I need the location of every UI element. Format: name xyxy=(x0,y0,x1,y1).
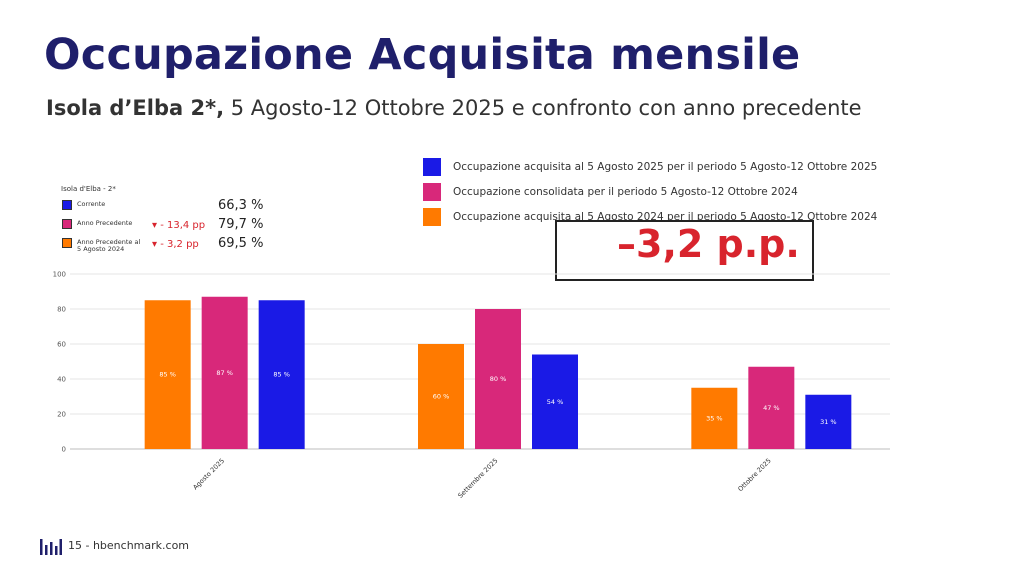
page-title: Occupazione Acquisita mensile xyxy=(44,30,801,80)
bar xyxy=(418,344,464,449)
legend-label: Occupazione acquisita al 5 Agosto 2024 p… xyxy=(453,210,878,223)
bar-value-label: 35 % xyxy=(706,414,723,422)
x-tick-label: Ottobre 2025 xyxy=(736,457,772,493)
chart-legend: Occupazione acquisita al 5 Agosto 2025 p… xyxy=(423,154,877,229)
kpi-panel: Isola d'Elba - 2* Corrente 66,3 % Anno P… xyxy=(61,185,266,255)
x-tick-label: Settembre 2025 xyxy=(456,457,499,500)
legend-item: Occupazione consolidata per il periodo 5… xyxy=(423,179,877,204)
bar-value-label: 31 % xyxy=(820,418,837,426)
kpi-row: Anno Precedente ▾ - 13,4 pp 79,7 % xyxy=(61,217,266,236)
bar-value-label: 47 % xyxy=(763,404,780,412)
bar-value-label: 87 % xyxy=(216,369,233,377)
bar xyxy=(201,296,248,449)
bar-value-label: 54 % xyxy=(547,398,564,406)
bar-value-label: 85 % xyxy=(273,371,290,379)
kpi-name: Anno Precedente xyxy=(77,219,133,227)
legend-label: Occupazione acquisita al 5 Agosto 2025 p… xyxy=(453,160,878,173)
y-tick-label: 100 xyxy=(53,271,66,279)
kpi-swatch xyxy=(62,238,72,248)
kpi-delta: ▾ - 13,4 pp xyxy=(152,220,206,231)
bar-value-label: 60 % xyxy=(433,393,450,401)
bar xyxy=(748,366,795,449)
y-tick-label: 40 xyxy=(57,376,66,384)
bar xyxy=(258,300,305,449)
kpi-name: Corrente xyxy=(77,200,106,208)
y-tick-label: 60 xyxy=(57,341,66,349)
kpi-row: Anno Precedente al 5 Agosto 2024 ▾ - 3,2… xyxy=(61,236,266,255)
x-tick-label: Agosto 2025 xyxy=(191,457,226,492)
bar-value-label: 85 % xyxy=(159,371,176,379)
kpi-value: 79,7 % xyxy=(218,217,264,232)
kpi-swatch xyxy=(62,200,72,210)
legend-item: Occupazione acquisita al 5 Agosto 2025 p… xyxy=(423,154,877,179)
bar xyxy=(144,300,191,449)
chart-bars xyxy=(144,296,852,449)
kpi-value: 69,5 % xyxy=(218,236,264,251)
bar xyxy=(805,394,852,449)
kpi-name: Anno Precedente al 5 Agosto 2024 xyxy=(77,238,141,253)
footer-page-info: 15 - hbenchmark.com xyxy=(68,539,190,552)
bar xyxy=(475,309,521,449)
bar xyxy=(532,354,578,449)
kpi-delta: ▾ - 3,2 pp xyxy=(152,239,199,250)
y-tick-label: 80 xyxy=(57,306,66,314)
bar-value-label: 80 % xyxy=(490,375,507,383)
kpi-row: Corrente 66,3 % xyxy=(61,198,266,217)
bar xyxy=(691,387,738,449)
legend-swatch xyxy=(423,182,441,201)
delta-value: –3,2 p.p. xyxy=(617,222,800,266)
subtitle-location: Isola d’Elba 2*, xyxy=(46,96,225,120)
legend-item: Occupazione acquisita al 5 Agosto 2024 p… xyxy=(423,204,877,229)
hbenchmark-logo-icon xyxy=(40,539,62,555)
kpi-swatch xyxy=(62,219,72,229)
legend-label: Occupazione consolidata per il periodo 5… xyxy=(453,185,798,198)
kpi-title: Isola d'Elba - 2* xyxy=(61,185,116,193)
legend-swatch xyxy=(423,157,441,176)
y-tick-label: 20 xyxy=(57,411,66,419)
page-subtitle: Isola d’Elba 2*, 5 Agosto-12 Ottobre 202… xyxy=(46,96,862,120)
delta-box xyxy=(555,220,814,281)
legend-swatch xyxy=(423,207,441,226)
y-tick-label: 0 xyxy=(62,446,66,454)
kpi-value: 66,3 % xyxy=(218,198,264,213)
subtitle-period: 5 Agosto-12 Ottobre 2025 e confronto con… xyxy=(224,96,862,120)
